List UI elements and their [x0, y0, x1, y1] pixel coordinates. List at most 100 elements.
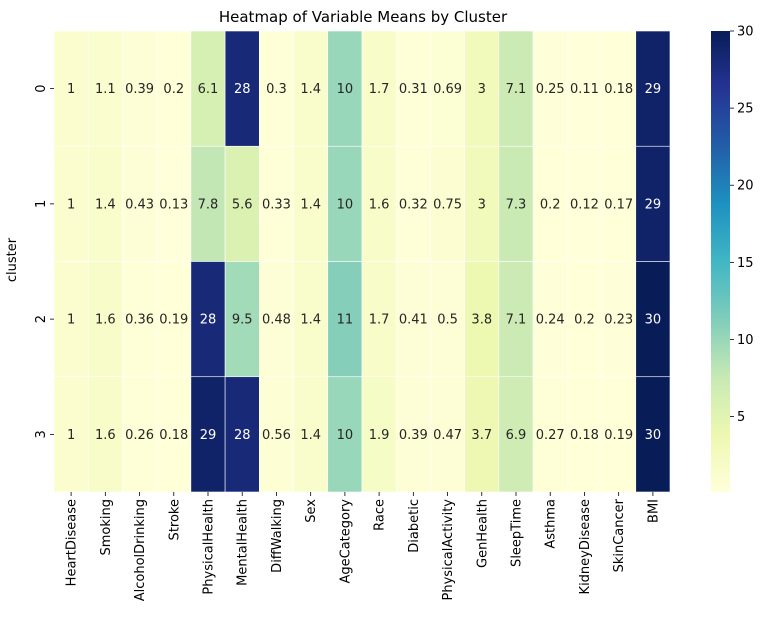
cell-value-label: 0.18: [159, 428, 188, 443]
heatmap-cell: [430, 376, 465, 493]
cell-value-label: 10: [337, 197, 354, 212]
heatmap-cell: [190, 30, 226, 147]
heatmap-cell: [567, 376, 602, 493]
heatmap-cell: [361, 376, 397, 493]
cell-value-label: 3: [478, 197, 486, 212]
heatmap-cell: [498, 30, 534, 147]
cell-value-label: 0.39: [399, 428, 428, 443]
x-tick-label: BMI: [646, 499, 661, 523]
cell-value-label: 0.25: [536, 82, 565, 97]
heatmap-cell: [87, 30, 123, 147]
heatmap-cell: [53, 30, 89, 147]
heatmap-cell: [601, 261, 637, 378]
heatmap-cell: [532, 376, 568, 493]
cell-value-label: 28: [234, 82, 251, 97]
heatmap-cell: [53, 145, 89, 262]
heatmap-cell: [53, 261, 89, 378]
cell-value-label: 0.32: [399, 197, 428, 212]
cell-value-label: 0.75: [433, 197, 462, 212]
cell-value-label: 0.41: [399, 313, 428, 328]
heatmap-cell: [190, 376, 226, 493]
cell-value-label: 7.3: [506, 197, 527, 212]
cell-value-label: 0.2: [540, 197, 561, 212]
heatmap-cell: [259, 145, 294, 262]
colorbar-tick-label: 30: [737, 25, 754, 40]
x-tick-label: AlcoholDrinking: [133, 499, 148, 601]
x-tick-label: Stroke: [167, 499, 182, 540]
cell-value-label: 1.4: [300, 197, 321, 212]
x-axis-ticks: HeartDisease Smoking AlcoholDrinking Stroke…: [65, 492, 661, 601]
cell-value-label: 7.1: [506, 82, 527, 97]
x-tick-label: Smoking: [99, 499, 114, 556]
y-tick-label: 1: [34, 200, 49, 208]
cell-value-label: 0.17: [604, 197, 633, 212]
cell-value-label: 6.1: [198, 82, 219, 97]
x-tick-label: MentalHealth: [236, 499, 251, 586]
cell-value-label: 1.7: [369, 313, 390, 328]
heatmap-cell: [87, 261, 123, 378]
heatmap-cell: [635, 376, 671, 493]
cell-value-label: 0.56: [262, 428, 291, 443]
x-tick-label: Sex: [304, 499, 319, 523]
cell-value-label: 30: [645, 428, 662, 443]
heatmap-cell: [327, 145, 363, 262]
heatmap-cell: [464, 145, 500, 262]
x-tick-label: PhysicalActivity: [441, 499, 456, 601]
cell-value-label: 29: [645, 197, 662, 212]
heatmap-cell: [361, 145, 397, 262]
heatmap-cell: [122, 261, 157, 378]
heatmap-cell: [395, 261, 431, 378]
cell-value-label: 0.24: [536, 313, 565, 328]
heatmap-cell: [122, 376, 157, 493]
cell-value-label: 6.9: [506, 428, 527, 443]
cell-value-label: 0.36: [125, 313, 154, 328]
cell-value-label: 10: [337, 428, 354, 443]
heatmap-cell: [122, 145, 157, 262]
heatmap-cell: [259, 261, 294, 378]
x-tick-label: Asthma: [544, 499, 559, 549]
heatmap-cell: [361, 261, 397, 378]
cell-value-label: 1.4: [300, 82, 321, 97]
cell-value-label: 0.27: [536, 428, 565, 443]
cell-value-label: 0.26: [125, 428, 154, 443]
heatmap-cell: [87, 376, 123, 493]
cell-value-label: 28: [234, 428, 251, 443]
x-tick-label: AgeCategory: [338, 499, 353, 584]
cell-value-label: 0.5: [437, 313, 458, 328]
cell-value-label: 11: [337, 313, 354, 328]
cell-value-label: 1: [67, 313, 75, 328]
chart-title: Heatmap of Variable Means by Cluster: [219, 8, 508, 26]
cell-value-label: 1.9: [369, 428, 390, 443]
heatmap-cell: [635, 145, 671, 262]
y-tick-label: 2: [34, 315, 49, 323]
cell-value-label: 3.7: [471, 428, 492, 443]
cell-value-label: 29: [645, 82, 662, 97]
heatmap-cell: [293, 30, 329, 147]
cell-value-label: 1.6: [95, 313, 116, 328]
y-tick-label: 0: [34, 84, 49, 92]
cell-value-label: 1.6: [95, 428, 116, 443]
cell-value-label: 0.48: [262, 313, 291, 328]
cell-value-label: 0.39: [125, 82, 154, 97]
y-axis-label: cluster: [5, 237, 20, 282]
cell-value-label: 1: [67, 428, 75, 443]
cell-value-label: 0.18: [570, 428, 599, 443]
cell-value-label: 30: [645, 313, 662, 328]
colorbar: [711, 31, 730, 492]
cell-value-label: 0.23: [604, 313, 633, 328]
heatmap-cell: [498, 261, 534, 378]
heatmap-cell: [53, 376, 89, 493]
heatmap-cell: [156, 30, 192, 147]
x-tick-label: KidneyDisease: [578, 499, 593, 594]
cell-value-label: 1.7: [369, 82, 390, 97]
cell-value-label: 0.12: [570, 197, 599, 212]
cell-value-label: 9.5: [232, 313, 253, 328]
cell-value-label: 1.4: [95, 197, 116, 212]
cell-value-label: 1.1: [95, 82, 116, 97]
heatmap-cell: [567, 30, 602, 147]
heatmap-cell: [635, 30, 671, 147]
cell-value-label: 0.3: [266, 82, 287, 97]
cell-value-label: 5.6: [232, 197, 253, 212]
x-tick-label: SkinCancer: [612, 498, 627, 572]
